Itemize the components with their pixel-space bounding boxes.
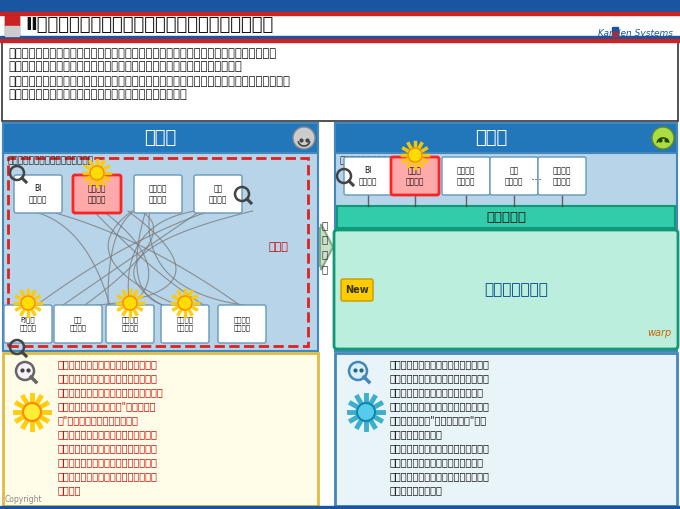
Text: 品質管理
システム: 品質管理 システム (233, 317, 250, 331)
FancyBboxPatch shape (391, 157, 439, 195)
Text: 会計
システム: 会計 システム (209, 184, 227, 204)
Circle shape (178, 296, 192, 310)
Text: BI
システム: BI システム (359, 166, 377, 186)
FancyBboxPatch shape (73, 175, 121, 213)
Text: 密結合: 密結合 (268, 242, 288, 252)
FancyBboxPatch shape (194, 175, 242, 213)
FancyBboxPatch shape (538, 157, 586, 195)
FancyBboxPatch shape (54, 305, 102, 343)
Bar (5, 26, 19, 36)
FancyBboxPatch shape (344, 157, 392, 195)
Bar (0, 12, 680, 15)
Bar (612, 27, 618, 30)
Bar (0, 506, 680, 509)
Text: 売上管理
システム: 売上管理 システム (88, 184, 106, 204)
Text: 現　在: 現 在 (144, 129, 177, 147)
Circle shape (408, 148, 422, 162)
Text: PJ管理
システム: PJ管理 システム (20, 317, 37, 331)
FancyArrow shape (320, 224, 333, 270)
Text: Kanden Systems: Kanden Systems (598, 29, 673, 38)
Text: Copyright: Copyright (5, 495, 43, 504)
FancyBboxPatch shape (14, 175, 62, 213)
Text: 現在の社内システムデータ連携状況: 現在の社内システムデータ連携状況 (8, 156, 94, 165)
Circle shape (23, 403, 41, 421)
Bar (3, 123, 318, 153)
Bar (612, 30, 618, 36)
FancyBboxPatch shape (218, 305, 266, 343)
Text: 予算管理
システム: 予算管理 システム (457, 166, 475, 186)
Bar (5, 16, 19, 36)
FancyBboxPatch shape (490, 157, 538, 195)
Bar (335, 353, 677, 506)
Text: 疎　結　合: 疎 結 合 (486, 211, 526, 223)
Bar (3, 353, 318, 506)
FancyBboxPatch shape (134, 175, 182, 213)
Bar (8, 158, 308, 346)
Text: データ連携基盤: データ連携基盤 (484, 282, 548, 297)
Text: 集約することで、保守作業を容易とし、品質確保を図る。: 集約することで、保守作業を容易とし、品質確保を図る。 (8, 88, 187, 101)
FancyBboxPatch shape (341, 279, 373, 301)
Text: 勤態
システム: 勤態 システム (69, 317, 86, 331)
Circle shape (16, 362, 34, 380)
Bar (335, 123, 677, 153)
Text: 売上管理システムに対して改修や障
害、停止が生じる場合、データ連携基
盤の機能を活用することによって、
一目で、影響システムを把握すること
ができるため、"影響: 売上管理システムに対して改修や障 害、停止が生じる場合、データ連携基 盤の機能を… (390, 359, 490, 495)
Text: New: New (345, 285, 369, 295)
Text: 将　来: 将 来 (475, 129, 507, 147)
FancyBboxPatch shape (4, 305, 52, 343)
FancyBboxPatch shape (442, 157, 490, 195)
Bar (337, 206, 675, 228)
Text: 現在、複数の社内システムは異なる時期に構築したため、同じようなデータ連携処理が: 現在、複数の社内システムは異なる時期に構築したため、同じようなデータ連携処理が (8, 47, 276, 60)
Text: 売上管
システム: 売上管 システム (406, 166, 424, 186)
Circle shape (123, 296, 137, 310)
Bar (3, 123, 318, 351)
Text: 仕入・支
システム: 仕入・支 システム (122, 317, 139, 331)
Text: warp: warp (647, 328, 671, 338)
Text: 密結合状態となってしまっており、保守での品質確保が課題となっている。: 密結合状態となってしまっており、保守での品質確保が課題となっている。 (8, 60, 242, 73)
Text: 経費精算
システム: 経費精算 システム (177, 317, 194, 331)
Text: データ連携基盤を設け疎結合化することにより、「連携処理」や「連携データ」を１か所に: データ連携基盤を設け疎結合化することにより、「連携処理」や「連携データ」を１か所… (8, 75, 290, 88)
FancyBboxPatch shape (161, 305, 209, 343)
Circle shape (21, 296, 35, 310)
Text: BI
システム: BI システム (29, 184, 47, 204)
Circle shape (652, 127, 674, 149)
FancyBboxPatch shape (106, 305, 154, 343)
FancyBboxPatch shape (334, 230, 678, 349)
Bar (5, 16, 19, 26)
Text: 品質管理
システム: 品質管理 システム (553, 166, 571, 186)
Bar (0, 39, 680, 42)
Circle shape (90, 166, 104, 180)
Bar (2, 42, 678, 121)
Text: 目
指
す
姿: 目 指 す 姿 (322, 220, 328, 274)
Bar (0, 0, 680, 12)
Circle shape (293, 127, 315, 149)
Circle shape (357, 403, 375, 421)
Text: ...: ... (531, 169, 543, 183)
Bar (0, 36, 680, 39)
Bar (335, 123, 677, 351)
Text: 社内システムデータ連携の目指すべき姿: 社内システムデータ連携の目指すべき姿 (340, 156, 437, 165)
Text: Ⅱ－１．保守業務における品質確保の課題と対応策: Ⅱ－１．保守業務における品質確保の課題と対応策 (25, 16, 273, 34)
Circle shape (349, 362, 367, 380)
Text: 売上管理システムに対して改修や障
害、停止が生じる場合、複数のシステ
ムに対して、ソースコードや設計書を確
認する必要があるため、"影響調査漏
れ"が発生する可: 売上管理システムに対して改修や障 害、停止が生じる場合、複数のシステ ムに対して… (58, 359, 164, 495)
Text: 会計
システム: 会計 システム (505, 166, 523, 186)
Text: 予算管理
システム: 予算管理 システム (149, 184, 167, 204)
